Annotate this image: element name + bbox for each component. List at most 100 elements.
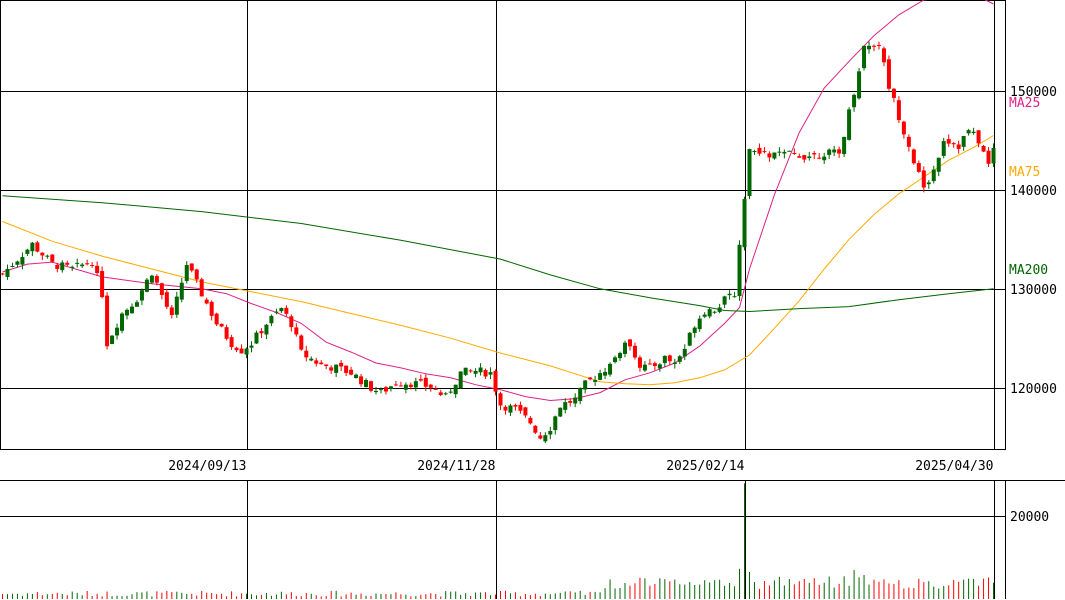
candle-body <box>468 370 473 372</box>
candle-body <box>872 45 876 47</box>
candle-body <box>672 362 677 364</box>
candle-body <box>264 324 269 335</box>
candle-body <box>120 313 125 331</box>
candle-body <box>284 307 289 314</box>
candle-body <box>986 150 991 164</box>
candle-body <box>762 151 767 153</box>
candle-body <box>737 244 742 297</box>
candle-body <box>573 397 578 404</box>
candle-body <box>742 199 747 248</box>
candle-body <box>946 139 951 144</box>
candle-body <box>129 306 134 314</box>
candle-body <box>139 290 144 301</box>
candle-body <box>15 261 20 265</box>
candle-body <box>553 416 558 431</box>
candle-body <box>473 370 478 374</box>
candle-body <box>413 381 418 388</box>
candle-body <box>807 156 812 159</box>
candle-body <box>528 417 533 424</box>
candle-body <box>583 380 588 390</box>
candle-body <box>503 406 508 411</box>
candle-body <box>75 262 80 264</box>
candle-body <box>50 254 55 262</box>
price-tick-label: 150000 <box>1010 85 1057 100</box>
candle-body <box>891 88 896 98</box>
candle-body <box>777 151 782 153</box>
candle-body <box>85 263 90 265</box>
candle-body <box>10 265 15 267</box>
ma200-line <box>2 195 994 313</box>
candle-body <box>334 364 339 373</box>
candle-body <box>274 311 279 313</box>
candle-body <box>971 131 976 134</box>
candle-body <box>269 315 274 324</box>
candle-body <box>398 385 403 387</box>
candle-body <box>378 389 383 391</box>
candle-body <box>204 299 209 304</box>
candle-body <box>169 307 174 316</box>
candle-body <box>324 364 329 367</box>
candle-body <box>936 157 941 172</box>
candle-body <box>657 364 662 369</box>
candle-body <box>966 130 971 134</box>
candle-body <box>144 279 149 292</box>
candle-body <box>433 388 438 390</box>
candle-body <box>857 71 862 99</box>
candle-body <box>289 316 294 328</box>
candle-body <box>125 309 129 316</box>
candle-body <box>60 262 65 271</box>
ma25-label: MA25 <box>1009 96 1040 111</box>
candle-body <box>448 391 453 393</box>
axis-labels: 120000 130000 140000 150000 20000 2024/09/13 2… <box>168 85 1057 525</box>
candle-body <box>692 327 697 334</box>
candle-body <box>931 169 936 182</box>
candle-body <box>70 266 75 268</box>
candle-body <box>647 363 652 365</box>
candle-body <box>837 149 842 154</box>
candle-body <box>403 384 408 390</box>
candle-body <box>593 380 598 382</box>
candle-body <box>906 136 911 147</box>
candle-body <box>393 384 398 386</box>
candle-body <box>608 363 613 375</box>
candle-body <box>847 109 852 140</box>
candle-body <box>881 48 886 63</box>
candle-body <box>623 342 627 354</box>
candle-body <box>329 367 334 371</box>
candle-body <box>483 370 488 377</box>
candle-body <box>862 45 867 69</box>
candle-body <box>229 337 234 348</box>
candle-body <box>408 384 413 387</box>
date-tick-label: 2025/02/14 <box>666 459 744 474</box>
candle-body <box>159 283 164 295</box>
candle-body <box>981 146 986 152</box>
candle-body <box>259 331 264 334</box>
candle-body <box>55 264 60 269</box>
candle-body <box>563 402 568 410</box>
candle-body <box>5 268 10 277</box>
candle-body <box>488 372 493 375</box>
candle-body <box>578 387 583 402</box>
price-tick-label: 140000 <box>1010 184 1057 199</box>
candle-body <box>309 358 314 361</box>
candle-body <box>134 302 139 307</box>
candle-body <box>767 153 772 158</box>
candlesticks <box>0 41 996 443</box>
candle-body <box>702 314 707 317</box>
candle-body <box>727 293 732 296</box>
candle-body <box>463 367 468 375</box>
price-grid <box>0 0 1006 450</box>
candle-body <box>164 292 169 307</box>
candle-body <box>30 242 35 252</box>
price-frame <box>0 0 1006 450</box>
candle-body <box>0 273 5 275</box>
candle-body <box>279 308 284 312</box>
candle-body <box>418 379 423 381</box>
candle-body <box>662 355 667 364</box>
candle-body <box>35 242 40 252</box>
candle-body <box>757 147 762 154</box>
candle-body <box>234 347 239 351</box>
candle-body <box>901 121 906 135</box>
candle-body <box>822 156 827 161</box>
candle-body <box>388 386 393 390</box>
